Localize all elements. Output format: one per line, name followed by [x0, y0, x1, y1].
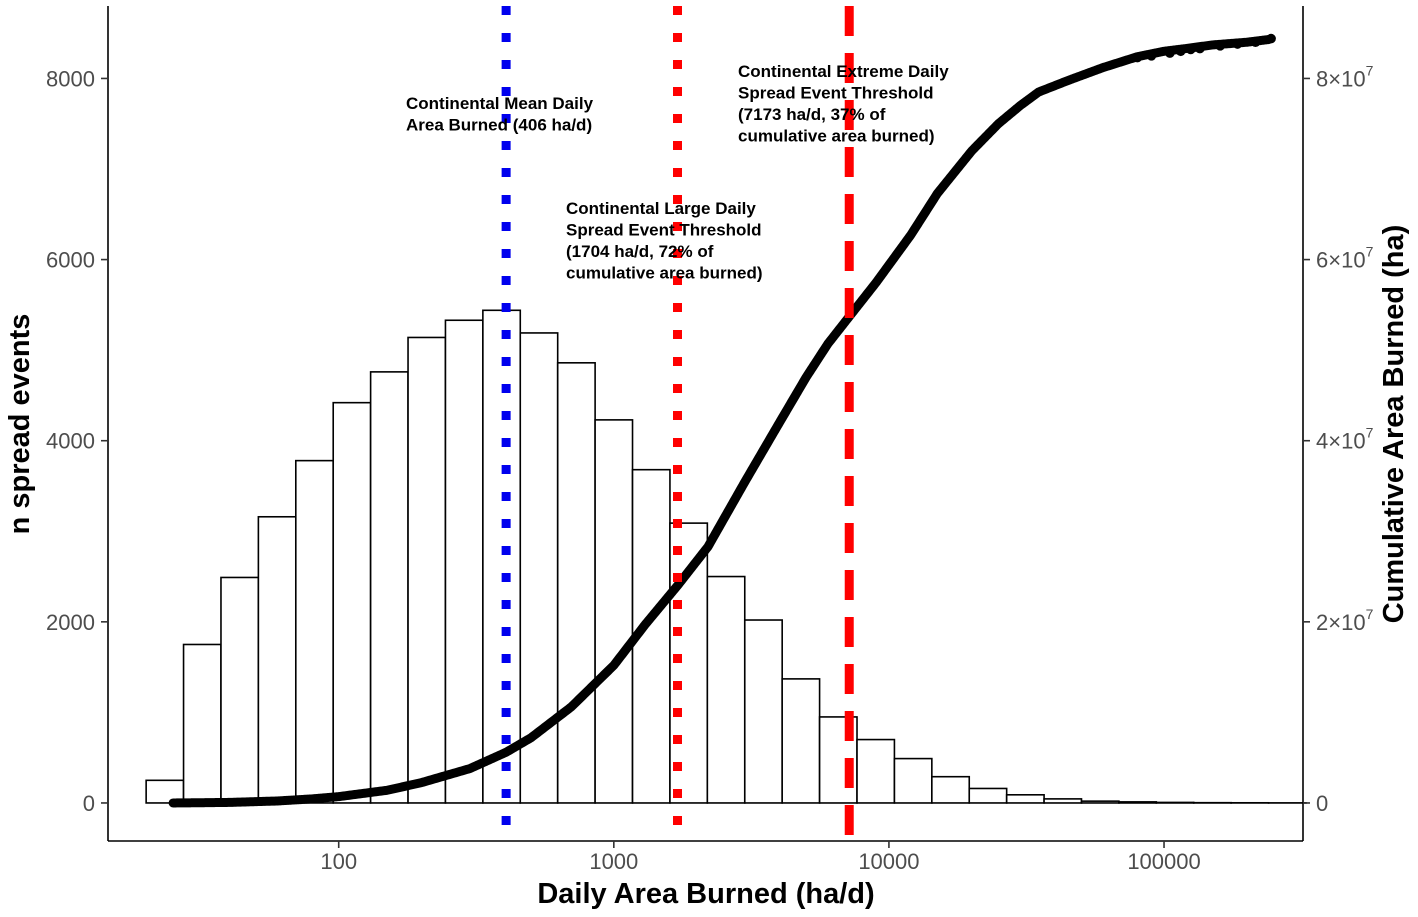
x-tick-label: 100000 — [1127, 849, 1200, 874]
y2-tick-label: 4×107 — [1316, 425, 1374, 454]
histogram — [145, 309, 1307, 804]
histogram-bar — [594, 419, 634, 804]
tick-labels: 100 1000 10000 100000 0 2000 4000 6000 8000 0 2×10… — [46, 62, 1374, 874]
y2-tick-label: 0 — [1316, 791, 1328, 816]
cumulative-curve-point — [1232, 39, 1243, 49]
histogram-bar — [931, 775, 971, 804]
y-tick-label: 0 — [83, 791, 95, 816]
y-tick-label: 8000 — [46, 66, 95, 91]
threshold-annotation-line: Spread Event Threshold — [566, 221, 762, 240]
histogram-bar — [893, 757, 933, 804]
threshold-annotation-line: (7173 ha/d, 37% of — [738, 105, 886, 124]
threshold-annotation-line: (1704 ha/d, 72% of — [566, 242, 714, 261]
y-tick-label: 6000 — [46, 248, 95, 273]
histogram-bar — [1118, 801, 1158, 804]
y2-tick-exponent: 7 — [1366, 62, 1374, 78]
y2-tick-label: 6×107 — [1316, 244, 1374, 273]
cumulative-curve-point — [1195, 43, 1205, 54]
histogram-bar — [781, 678, 821, 804]
x-tick-label: 100 — [320, 849, 357, 874]
threshold-annotations: Continental Mean Daily Area Burned (406 h… — [406, 62, 949, 283]
histogram-bar — [369, 371, 409, 804]
threshold-annotation-line: Spread Event Threshold — [738, 84, 934, 103]
threshold-annotation-line: cumulative area burned) — [566, 264, 763, 283]
x-axis-title: Daily Area Burned (ha/d) — [537, 878, 874, 910]
y-axis-title: n spread events — [4, 314, 36, 535]
y-tick-label: 4000 — [46, 429, 95, 454]
axes — [101, 6, 1310, 848]
threshold-annotation-line: Continental Large Daily — [566, 199, 756, 218]
histogram-bar — [294, 459, 335, 804]
threshold-annotation-line: Continental Mean Daily — [406, 94, 594, 113]
histogram-bar — [968, 787, 1008, 804]
x-tick-label: 1000 — [589, 849, 638, 874]
threshold-annotation-line: Continental Extreme Daily — [738, 62, 949, 81]
cumulative-curve-line — [168, 35, 1274, 808]
cumulative-curve — [168, 33, 1276, 808]
cumulative-curve-point — [1185, 44, 1196, 55]
histogram-bar — [332, 401, 372, 804]
histogram-bar — [182, 643, 222, 804]
histogram-bar — [1080, 800, 1120, 804]
histogram-bar — [220, 576, 260, 804]
threshold-annotation-line: cumulative area burned) — [738, 127, 935, 146]
histogram-bar — [444, 319, 484, 804]
y-tick-label: 2000 — [46, 610, 95, 635]
cumulative-curve-point — [1132, 52, 1143, 63]
histogram-bar — [856, 738, 896, 804]
histogram-bar — [407, 336, 447, 804]
histogram-bar — [706, 575, 746, 804]
cumulative-curve-point — [1250, 37, 1261, 48]
threshold-lines — [501, 6, 854, 841]
histogram-bar — [257, 515, 297, 804]
histogram-bar — [1155, 801, 1195, 804]
threshold-annotation-line: Area Burned (406 ha/d) — [406, 116, 592, 135]
y2-tick-exponent: 7 — [1366, 606, 1374, 622]
y2-tick-label: 8×107 — [1316, 62, 1374, 91]
histogram-bar — [556, 362, 596, 804]
cumulative-curve-point — [1215, 41, 1225, 51]
cumulative-curve-point — [1175, 46, 1186, 57]
x-tick-label: 10000 — [858, 849, 919, 874]
histogram-bar — [1043, 798, 1083, 804]
y2-tick-exponent: 7 — [1366, 244, 1374, 260]
y2-axis-title: Cumulative Area Burned (ha) — [1378, 225, 1410, 624]
cumulative-curve-point — [1266, 33, 1276, 44]
cumulative-curve-point — [1146, 51, 1157, 61]
histogram-bar — [743, 619, 783, 804]
y2-tick-exponent: 7 — [1366, 425, 1374, 441]
y2-tick-label: 2×107 — [1316, 606, 1374, 635]
histogram-bar — [482, 309, 522, 804]
histogram-bar — [1005, 794, 1045, 804]
cumulative-curve-point — [1165, 48, 1175, 58]
